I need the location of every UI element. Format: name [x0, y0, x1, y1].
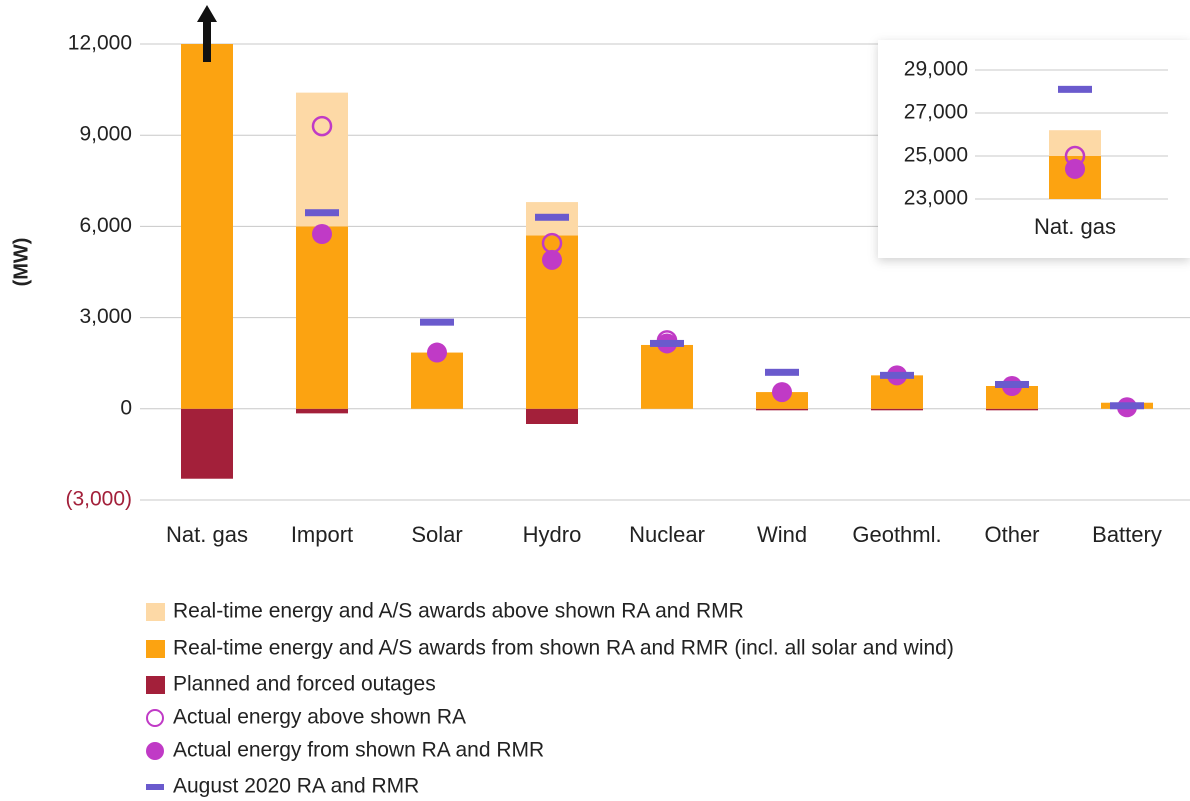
dot-marker: [312, 224, 332, 244]
inset-x-tick-label: Nat. gas: [1034, 214, 1116, 239]
inset-y-tick-label: 29,000: [904, 58, 968, 81]
legend-label: Actual energy from shown RA and RMR: [173, 739, 544, 762]
x-tick-label: Nuclear: [629, 522, 705, 547]
inset-panel: [878, 40, 1190, 258]
dot-marker: [427, 342, 447, 363]
y-tick-label: (3,000): [65, 488, 132, 511]
legend-swatch: [146, 742, 164, 760]
x-tick-label: Solar: [411, 522, 462, 547]
legend-swatch: [146, 709, 164, 727]
y-axis-label: (MW): [10, 238, 32, 287]
legend-swatch: [146, 676, 165, 694]
x-tick-label: Hydro: [523, 522, 582, 547]
ring-marker: [311, 115, 333, 137]
bar: [296, 408, 348, 414]
inset-y-tick-label: 25,000: [904, 144, 968, 167]
ra-dash: [305, 209, 339, 217]
dot-marker: [542, 249, 562, 270]
bar: [1049, 694, 1101, 743]
bar: [986, 408, 1038, 411]
legend-label: Real-time energy and A/S awards above sh…: [173, 600, 744, 623]
ra-dash: [1058, 85, 1092, 93]
y-tick-label: 0: [120, 396, 132, 419]
bar: [296, 92, 348, 227]
x-tick-label: Import: [291, 522, 353, 547]
inset: 29,000 27,000 25,000 23,000 Nat. gas: [904, 58, 1168, 239]
ra-dash: [535, 213, 569, 221]
ra-dash: [420, 318, 454, 326]
plot-marks: [181, 44, 1153, 479]
ra-dash: [650, 339, 684, 347]
bar: [526, 408, 578, 424]
legend-swatch: [146, 640, 165, 658]
y-tick-label: 6,000: [79, 214, 132, 237]
x-tick-label: Wind: [757, 522, 807, 547]
ra-dash: [995, 380, 1029, 388]
bar: [181, 44, 233, 409]
inset-y-tick-label: 23,000: [904, 187, 968, 210]
bar: [181, 408, 233, 479]
bar: [1049, 130, 1101, 156]
inset-marks: [1049, 85, 1101, 743]
bar: [986, 386, 1038, 409]
x-tick-label: Geothml.: [852, 522, 941, 547]
x-tick-label: Other: [984, 522, 1039, 547]
inset-y-tick-label: 27,000: [904, 101, 968, 124]
legend: Real-time energy and A/S awards above sh…: [146, 600, 954, 798]
bar: [871, 408, 923, 411]
legend-label: Actual energy above shown RA: [173, 706, 466, 729]
ra-dash: [765, 368, 799, 376]
x-tick-label: Battery: [1092, 522, 1162, 547]
y-tick-label: 9,000: [79, 123, 132, 146]
legend-swatch: [146, 784, 164, 790]
bar: [641, 344, 693, 409]
bar: [756, 408, 808, 411]
bar: [296, 226, 348, 409]
legend-swatch: [146, 603, 165, 621]
y-tick-label: 12,000: [68, 32, 132, 55]
legend-label: Planned and forced outages: [173, 673, 436, 696]
off-scale-arrow: [197, 5, 217, 62]
legend-label: Real-time energy and A/S awards from sho…: [173, 637, 954, 660]
dot-marker: [772, 382, 792, 403]
legend-label: August 2020 RA and RMR: [173, 775, 419, 798]
ra-dash: [880, 371, 914, 379]
x-tick-label: Nat. gas: [166, 522, 248, 547]
ra-dash: [1110, 402, 1144, 410]
dot-marker: [1065, 158, 1085, 179]
y-tick-label: 3,000: [79, 305, 132, 328]
